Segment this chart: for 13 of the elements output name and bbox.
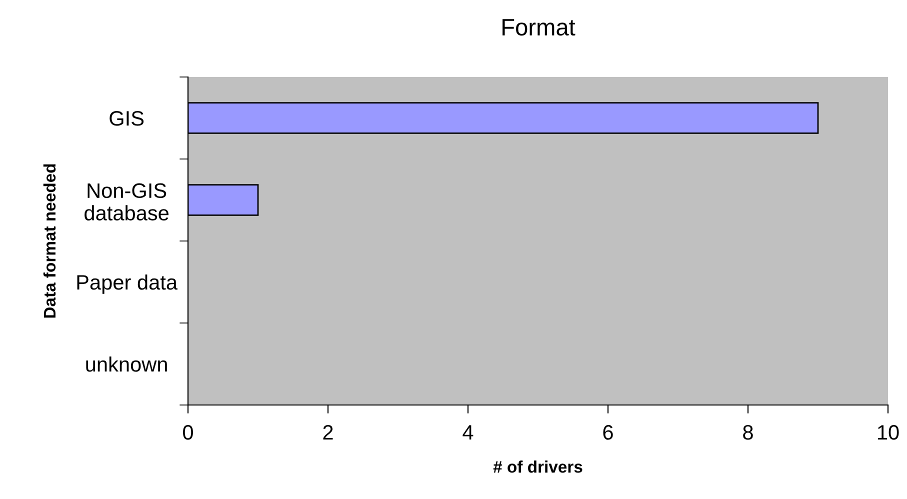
x-tick-label: 10 xyxy=(878,424,899,440)
y-tick-label: Paper data xyxy=(77,274,178,294)
x-tick-label: 8 xyxy=(743,424,753,440)
y-tick-label: GIS xyxy=(110,111,144,126)
x-tick-label: 2 xyxy=(323,424,333,440)
y-tick-label: Non-GIS database xyxy=(84,183,168,220)
x-axis-title: # of drivers xyxy=(493,460,582,473)
x-tick-label: 0 xyxy=(183,424,193,440)
x-tick-label: 4 xyxy=(462,425,474,440)
y-tick-label: unknown xyxy=(86,356,167,372)
x-tick-label: 6 xyxy=(603,424,613,440)
chart-title: Format xyxy=(502,19,576,36)
y-axis-title: Data format needed xyxy=(43,164,56,318)
